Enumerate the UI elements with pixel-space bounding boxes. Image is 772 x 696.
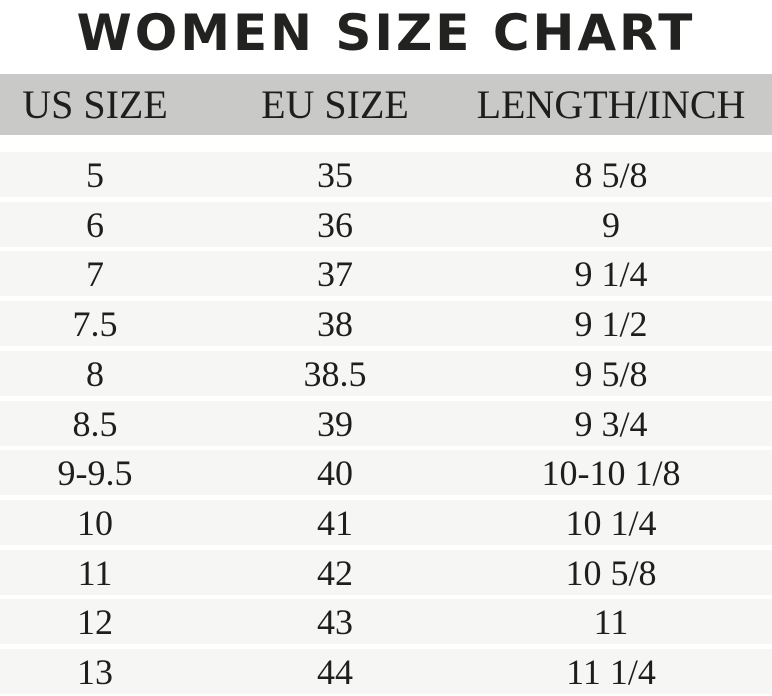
- table-row: 6 36 9: [0, 201, 772, 247]
- us-size-cell: 5: [86, 155, 104, 195]
- length-cell: 9 3/4: [574, 403, 648, 444]
- eu-size-cell: 38: [317, 304, 353, 345]
- length-cell: 9 1/4: [574, 254, 648, 295]
- table-row: 8 38.5 9 5/8: [0, 350, 772, 396]
- table-row: 7 37 9 1/4: [0, 251, 772, 297]
- length-cell: 10 5/8: [565, 552, 657, 593]
- us-size-cell: 7.5: [72, 304, 118, 345]
- length-cell: 9: [602, 204, 620, 245]
- length-cell: 10-10 1/8: [541, 453, 681, 494]
- us-size-cell: 6: [86, 204, 104, 245]
- table-row: 12 43 11: [0, 599, 772, 645]
- table-row: 9-9.5 40 10-10 1/8: [0, 450, 772, 496]
- length-cell: 10 1/4: [565, 502, 657, 543]
- table-header: US SIZE EU SIZE LENGTH/INCH: [0, 74, 772, 135]
- table-row: 13 44 11 1/4: [0, 649, 772, 694]
- us-size-cell: 9-9.5: [57, 453, 133, 494]
- chart-title: WOMEN SIZE CHART: [76, 4, 696, 62]
- table-row: 5 35 8 5/8: [0, 152, 772, 197]
- length-cell: 9 5/8: [574, 353, 648, 394]
- length-cell: 8 5/8: [574, 155, 648, 195]
- us-size-cell: 10: [77, 502, 113, 543]
- us-size-cell: 7: [86, 254, 104, 295]
- us-size-cell: 11: [77, 552, 113, 593]
- us-size-cell: 8: [86, 353, 104, 394]
- eu-size-cell: 42: [317, 552, 353, 593]
- length-cell: 9 1/2: [574, 304, 648, 345]
- eu-size-cell: 41: [317, 502, 353, 543]
- us-size-cell: 8.5: [72, 403, 118, 444]
- us-size-cell: 12: [77, 602, 113, 643]
- eu-size-cell: 38.5: [303, 353, 367, 394]
- table-row: 7.5 38 9 1/2: [0, 301, 772, 347]
- table-row: 11 42 10 5/8: [0, 549, 772, 595]
- us-size-cell: 13: [77, 652, 113, 692]
- eu-size-cell: 35: [317, 155, 353, 195]
- length-cell: 11 1/4: [566, 652, 656, 692]
- eu-size-cell: 44: [317, 652, 353, 692]
- table-row: 10 41 10 1/4: [0, 499, 772, 545]
- table-row: 8.5 39 9 3/4: [0, 400, 772, 446]
- eu-size-cell: 37: [317, 254, 353, 295]
- length-cell: 11: [593, 602, 629, 643]
- eu-size-cell: 40: [317, 453, 353, 494]
- header-us-size: US SIZE: [22, 82, 168, 127]
- eu-size-cell: 36: [317, 204, 353, 245]
- header-length-inch: LENGTH/INCH: [476, 82, 746, 127]
- eu-size-cell: 39: [317, 403, 353, 444]
- header-eu-size: EU SIZE: [261, 82, 409, 127]
- eu-size-cell: 43: [317, 602, 353, 643]
